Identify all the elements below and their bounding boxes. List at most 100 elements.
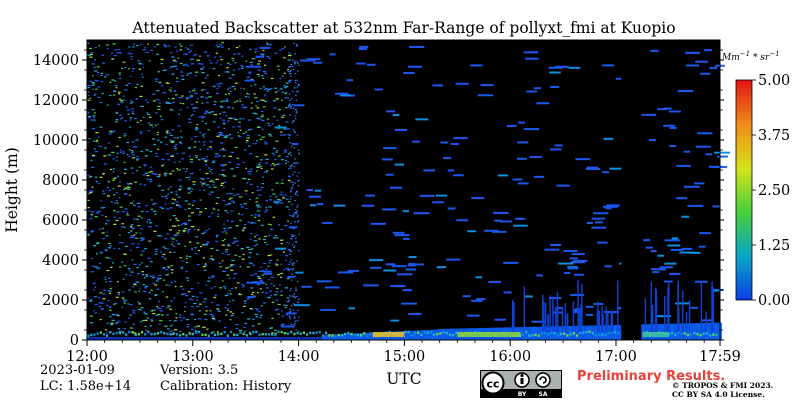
noise-speckle	[128, 317, 130, 319]
noise-speckle	[141, 271, 145, 273]
noise-speckle	[229, 311, 233, 313]
noise-speckle	[98, 305, 102, 307]
noise-dash	[544, 248, 560, 251]
boundary-layer-cell	[161, 337, 164, 340]
boundary-layer-cell	[317, 337, 320, 340]
noise-speckle	[115, 119, 119, 121]
noise-speckle	[154, 284, 158, 286]
noise-speckle	[164, 325, 168, 327]
noise-speckle	[288, 299, 290, 301]
noise-speckle	[256, 166, 260, 169]
noise-speckle	[285, 91, 288, 94]
noise-speckle	[291, 187, 294, 189]
boundary-layer-cell	[158, 337, 162, 340]
noise-speckle	[159, 115, 162, 117]
noise-speckle	[158, 102, 161, 104]
noise-speckle	[116, 145, 119, 147]
noise-speckle	[221, 165, 225, 167]
noise-speckle	[293, 60, 296, 62]
noise-speckle	[187, 232, 190, 234]
noise-speckle	[199, 177, 203, 180]
noise-speckle	[236, 193, 240, 195]
noise-speckle	[296, 221, 299, 223]
noise-speckle	[117, 328, 121, 330]
noise-speckle	[204, 77, 208, 79]
noise-speckle	[154, 294, 158, 296]
noise-speckle	[229, 137, 234, 139]
aerosol-cell	[680, 332, 683, 335]
x-axis-label: UTC	[386, 370, 421, 388]
noise-speckle	[208, 277, 211, 279]
aerosol-cell	[452, 334, 455, 337]
noise-speckle	[137, 60, 141, 62]
noise-speckle	[94, 312, 98, 314]
noise-dash	[664, 107, 672, 110]
noise-speckle	[111, 151, 115, 154]
noise-dash	[488, 280, 502, 283]
noise-speckle	[238, 196, 243, 198]
noise-speckle	[221, 42, 225, 44]
noise-speckle	[106, 47, 109, 50]
noise-speckle	[219, 106, 222, 108]
noise-dash	[670, 248, 684, 251]
noise-speckle	[292, 184, 294, 186]
boundary-layer-cell	[522, 327, 526, 340]
noise-speckle	[129, 183, 133, 185]
noise-speckle	[146, 221, 149, 223]
noise-speckle	[113, 223, 117, 225]
aerosol-cell	[426, 331, 429, 335]
noise-speckle	[236, 282, 240, 284]
noise-speckle	[118, 332, 122, 335]
colorbar-tick-label: 3.75	[758, 128, 790, 144]
aerosol-cell	[696, 333, 699, 336]
noise-speckle	[128, 46, 131, 48]
aerosol-cell	[563, 332, 566, 336]
noise-dash	[585, 313, 594, 316]
noise-speckle	[143, 277, 146, 279]
noise-speckle	[226, 293, 230, 295]
noise-speckle	[121, 297, 125, 299]
noise-speckle	[112, 179, 115, 181]
aerosol-cell	[201, 333, 204, 336]
boundary-layer-cell	[273, 337, 276, 340]
noise-speckle	[165, 143, 168, 146]
cc-license-badge[interactable]: cc BY SA	[480, 370, 562, 398]
noise-speckle	[179, 330, 182, 332]
noise-speckle	[159, 235, 162, 237]
noise-speckle	[106, 231, 108, 233]
noise-speckle	[134, 291, 137, 293]
boundary-layer-cell	[201, 337, 204, 340]
noise-speckle	[144, 325, 147, 327]
noise-speckle	[96, 72, 100, 74]
noise-speckle	[136, 272, 141, 275]
noise-speckle	[257, 215, 261, 217]
noise-speckle	[155, 80, 158, 82]
noise-speckle	[140, 254, 143, 256]
noise-speckle	[184, 208, 187, 211]
noise-speckle	[90, 119, 94, 121]
noise-dash	[529, 155, 542, 158]
noise-speckle	[188, 121, 192, 124]
noise-speckle	[93, 245, 97, 247]
noise-speckle	[145, 205, 148, 207]
noise-speckle	[190, 138, 193, 140]
aerosol-cell	[594, 333, 598, 337]
noise-speckle	[95, 80, 99, 82]
noise-speckle	[285, 259, 287, 262]
noise-speckle	[166, 248, 169, 250]
noise-speckle	[224, 307, 228, 309]
noise-speckle	[129, 249, 132, 251]
noise-speckle	[250, 78, 254, 80]
aerosol-cell	[331, 334, 334, 337]
noise-speckle	[262, 106, 266, 108]
noise-speckle	[109, 130, 112, 132]
noise-speckle	[264, 162, 268, 164]
noise-speckle	[100, 74, 103, 77]
noise-dash	[348, 307, 355, 310]
noise-speckle	[131, 111, 134, 113]
noise-speckle	[261, 183, 264, 185]
noise-speckle	[276, 163, 279, 165]
noise-dash	[650, 49, 659, 52]
noise-speckle	[185, 318, 189, 321]
noise-speckle	[159, 320, 163, 322]
